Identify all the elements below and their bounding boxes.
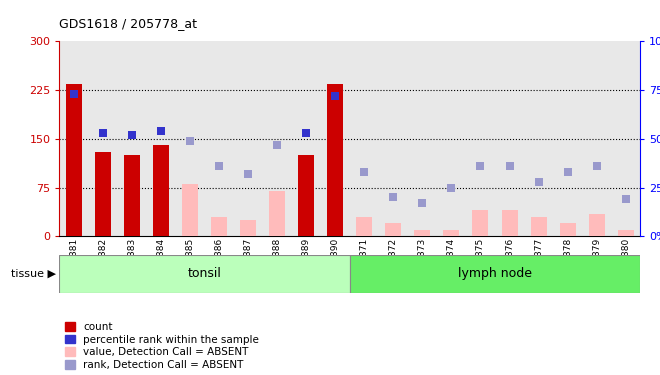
Bar — [589, 213, 605, 236]
Point — [156, 128, 166, 134]
Bar — [240, 220, 256, 236]
Point — [69, 91, 79, 97]
Bar — [95, 152, 111, 236]
Bar — [153, 145, 169, 236]
Point — [475, 163, 486, 169]
Text: GDS1618 / 205778_at: GDS1618 / 205778_at — [59, 17, 197, 30]
Bar — [385, 223, 401, 236]
Point — [533, 178, 544, 184]
Point — [301, 130, 312, 136]
Point — [562, 169, 573, 175]
Point — [98, 130, 108, 136]
Point — [243, 171, 253, 177]
Bar — [531, 217, 546, 236]
Bar — [66, 84, 82, 236]
Point — [388, 194, 399, 200]
Bar — [59, 255, 350, 292]
Bar — [269, 191, 285, 236]
Bar — [618, 230, 634, 236]
Point — [214, 163, 224, 169]
Bar — [560, 223, 576, 236]
Point — [591, 163, 602, 169]
Text: tissue ▶: tissue ▶ — [11, 269, 57, 279]
Point — [272, 142, 282, 148]
Bar — [182, 184, 198, 236]
Bar — [211, 217, 227, 236]
Point — [330, 93, 341, 99]
Bar — [473, 210, 488, 236]
Bar — [444, 230, 459, 236]
Text: tonsil: tonsil — [187, 267, 222, 280]
Bar — [502, 210, 517, 236]
Point — [417, 200, 428, 206]
Bar — [124, 155, 140, 236]
Legend: count, percentile rank within the sample, value, Detection Call = ABSENT, rank, : count, percentile rank within the sample… — [65, 322, 259, 370]
Point — [504, 163, 515, 169]
Bar — [350, 255, 640, 292]
Bar — [414, 230, 430, 236]
Point — [359, 169, 370, 175]
Point — [185, 138, 195, 144]
Point — [620, 196, 631, 202]
Bar — [327, 84, 343, 236]
Text: lymph node: lymph node — [458, 267, 532, 280]
Bar — [298, 155, 314, 236]
Point — [127, 132, 137, 138]
Bar — [356, 217, 372, 236]
Point — [446, 184, 457, 190]
